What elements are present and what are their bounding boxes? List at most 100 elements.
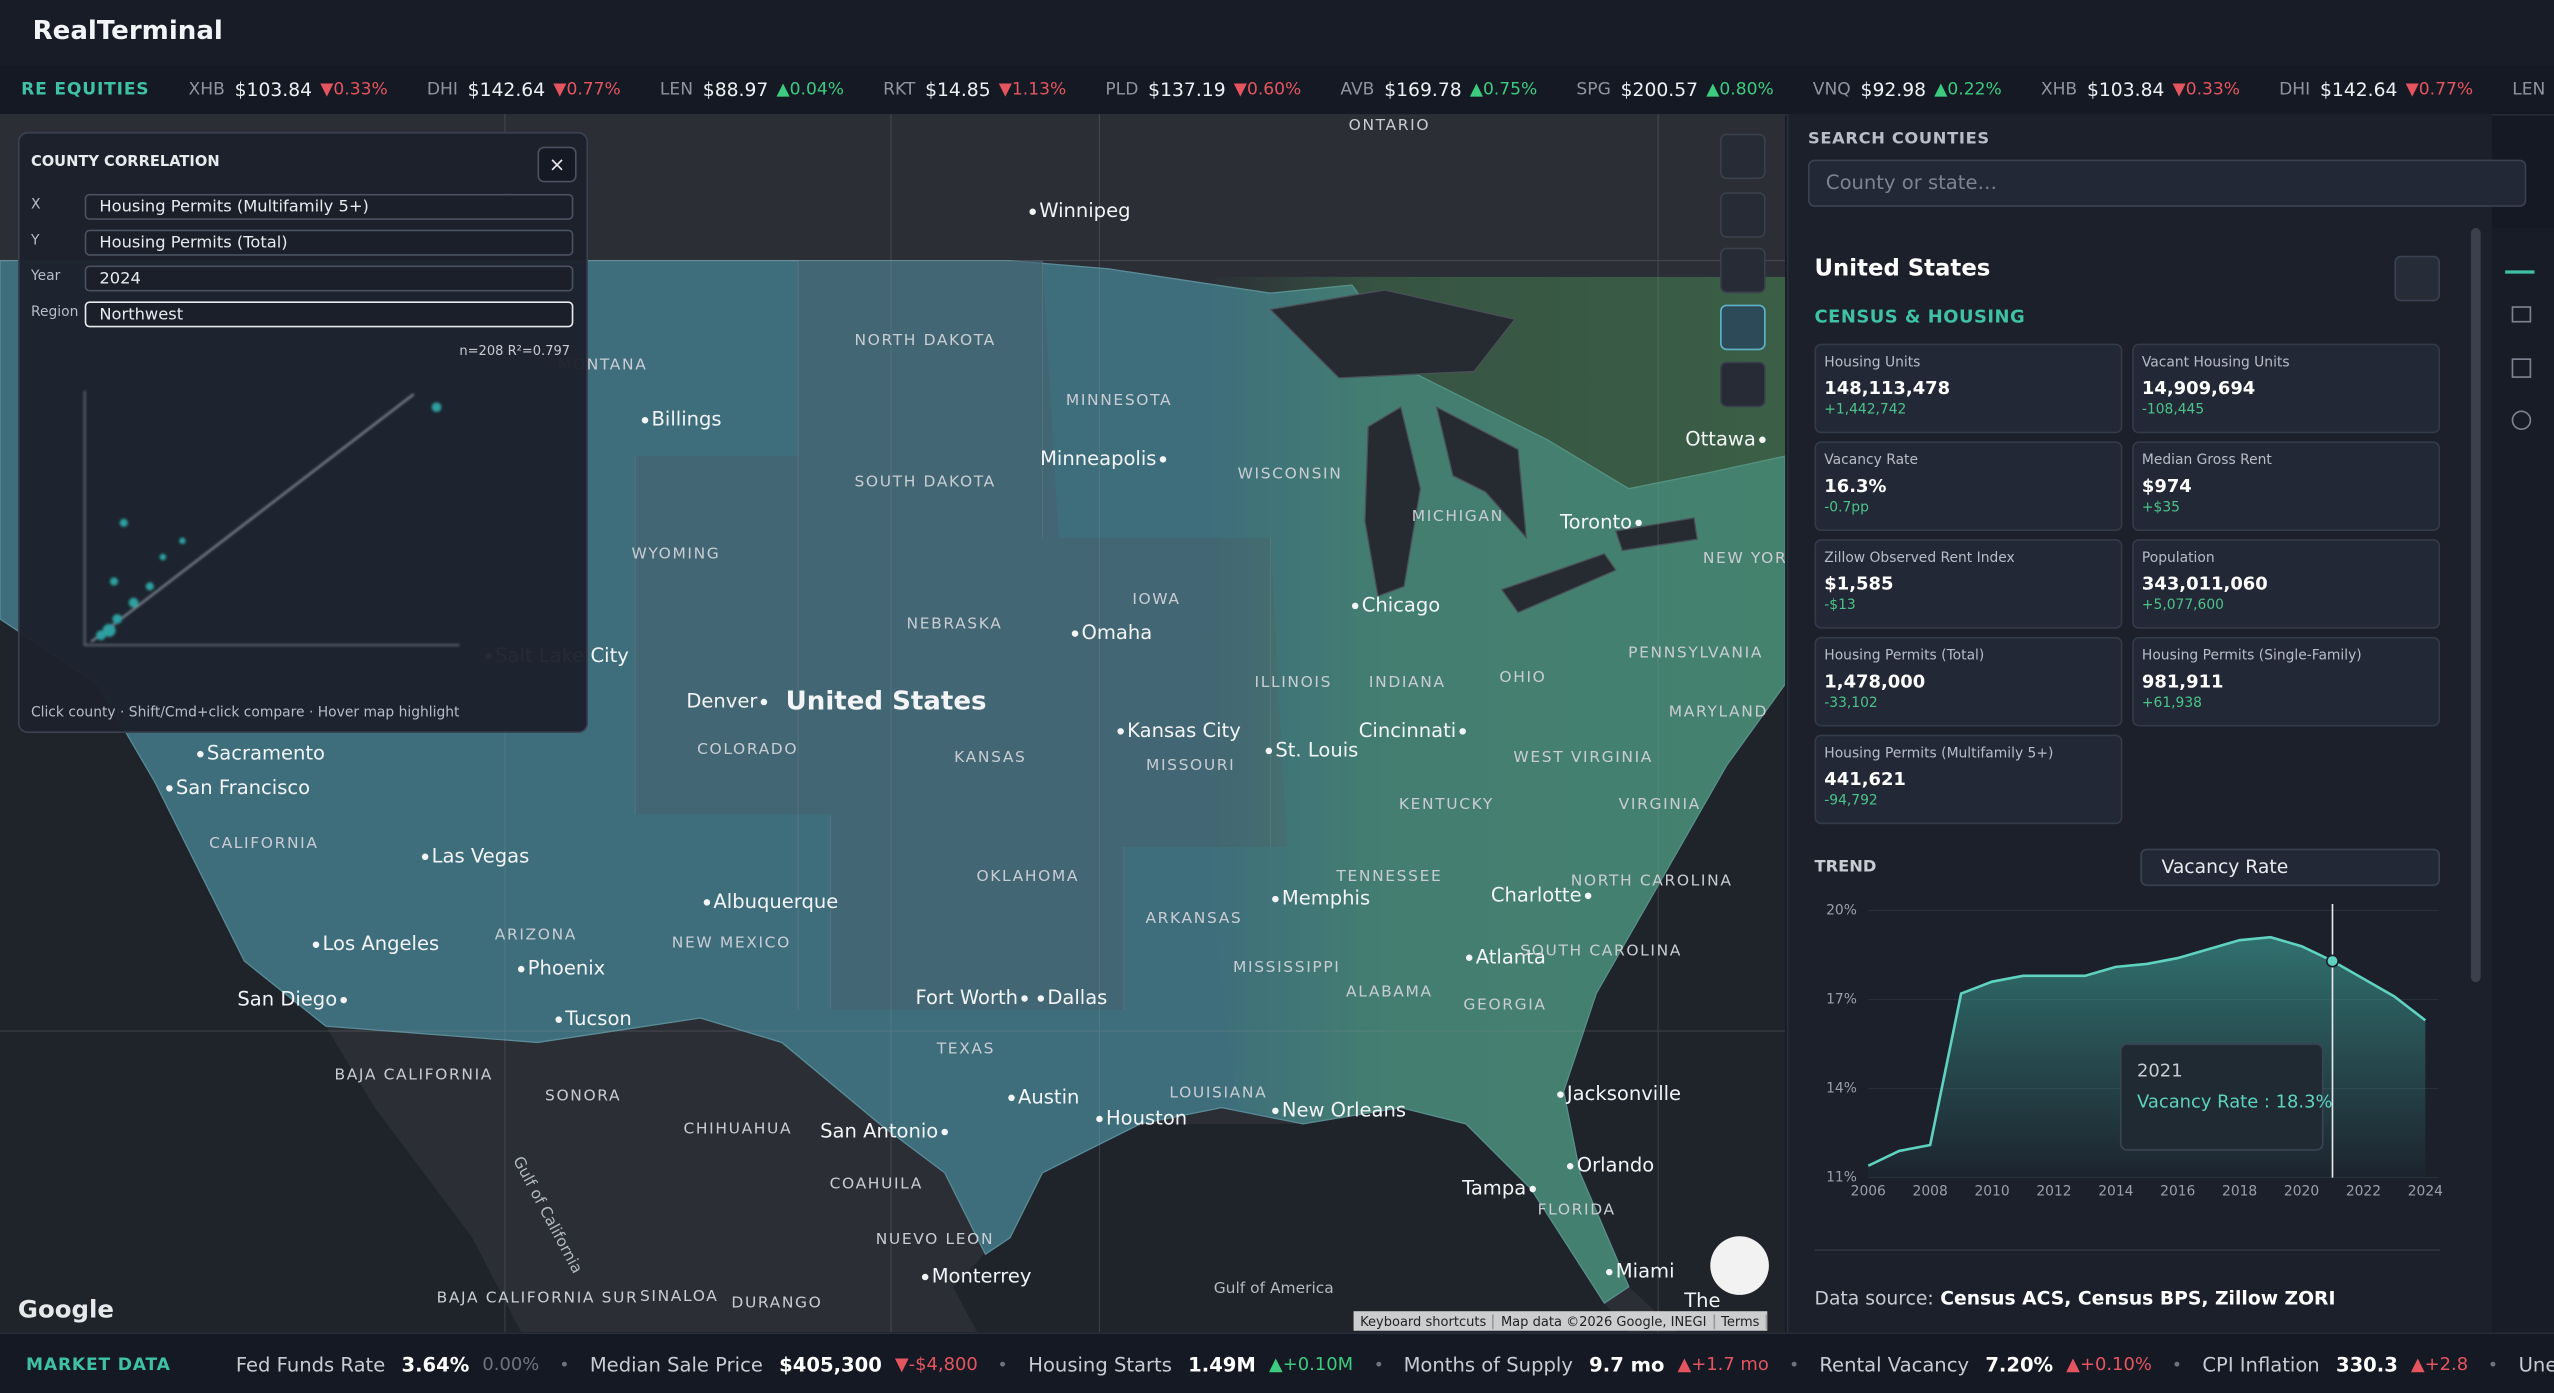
pacific	[0, 618, 522, 1333]
market-change: ▲+0.10%	[2066, 1353, 2152, 1375]
stat-card: Housing Permits (Multifamily 5+) 441,621 -…	[1814, 734, 2123, 825]
search-input[interactable]: County or state…	[1808, 159, 2527, 207]
attribution-item[interactable]: Keyboard shortcuts	[1354, 1313, 1495, 1329]
market-value: 330.3	[2335, 1352, 2398, 1376]
stat-value: $1,585	[1824, 573, 1894, 595]
state-label: MINNESOTA	[1066, 391, 1172, 409]
x-tick-label: 2014	[2098, 1184, 2133, 1200]
map-button[interactable]	[1720, 247, 1766, 294]
market-name: Housing Starts	[1028, 1352, 1172, 1376]
map-button[interactable]	[1720, 133, 1766, 180]
state-label: NUEVO LEON	[876, 1230, 995, 1248]
stat-value: 981,911	[2141, 671, 2224, 693]
rail-icon[interactable]	[2505, 241, 2535, 274]
change: ▼0.60%	[1233, 79, 1302, 100]
city-dot	[703, 899, 711, 906]
trend-select[interactable]: Vacancy Rate	[2140, 848, 2440, 887]
market-name: Unemployment	[2518, 1352, 2554, 1376]
stat-change: +61,938	[2141, 695, 2202, 712]
city-dot	[1351, 602, 1359, 610]
rail-icon[interactable]	[2511, 306, 2532, 323]
state-label: OKLAHOMA	[976, 867, 1079, 885]
field-select[interactable]: Housing Permits (Multifamily 5+)	[84, 193, 574, 220]
ticker-item: VNQ $92.98 ▲0.22%	[1813, 78, 2002, 101]
city-dot	[1557, 1091, 1564, 1098]
close-button[interactable]: ×	[537, 146, 577, 183]
panel-title: COUNTY CORRELATION	[30, 154, 220, 172]
stat-card: Housing Units 148,113,478 +1,442,742	[1814, 343, 2123, 434]
state-label: ARIZONA	[495, 925, 577, 943]
city-dot	[1008, 1094, 1015, 1102]
city-label: Albuquerque	[713, 890, 838, 913]
attribution-item[interactable]: Map data ©2026 Google, INEGI	[1494, 1313, 1715, 1329]
chart-map-button[interactable]	[1720, 361, 1766, 408]
data-source: Data source: Census ACS, Census BPS, Zil…	[1815, 1287, 2336, 1310]
symbol: XHB	[188, 79, 225, 100]
state-label: WISCONSIN	[1238, 464, 1343, 482]
google-logo: Google	[17, 1294, 114, 1325]
price: $169.78	[1384, 78, 1462, 101]
ticker-item: PLD $137.19 ▼0.60%	[1105, 78, 1301, 101]
stat-name: Housing Permits (Total)	[1824, 648, 1985, 665]
sidebar: SEARCH COUNTIES County or state… United …	[1786, 114, 2527, 1333]
stat-name: Housing Permits (Single-Family)	[2141, 648, 2362, 665]
city-dot	[1529, 1185, 1536, 1193]
market-label: MARKET DATA	[26, 1354, 171, 1374]
city-dot	[555, 1016, 562, 1023]
city-dot	[340, 996, 347, 1004]
stat-card: Housing Permits (Single-Family) 981,911 +6…	[2132, 636, 2440, 727]
ticker-label: RE EQUITIES	[21, 79, 150, 100]
ticker-item: XHB $103.84 ▼0.33%	[189, 78, 388, 101]
x-tick-label: 2020	[2284, 1184, 2319, 1200]
market-change: ▼-$4,800	[894, 1353, 978, 1375]
city-label: Tucson	[564, 1007, 632, 1030]
change: ▲0.75%	[1469, 79, 1538, 100]
ticker-item: LEN$88.97▲0.04%	[2512, 78, 2554, 101]
price: $88.97	[702, 78, 769, 101]
search-map-button[interactable]	[1720, 304, 1766, 351]
state-label: SONORA	[545, 1087, 621, 1105]
field-select[interactable]: Northwest	[84, 301, 574, 328]
city-dot	[197, 750, 204, 758]
map[interactable]: ONTARIO Winnipeg NORTH DAKOTA MINNESOTA MONT…	[0, 114, 1786, 1333]
state-label: WEST VIRGINIA	[1513, 748, 1653, 766]
market-value: $405,300	[779, 1352, 882, 1376]
icon-rail	[2492, 228, 2554, 1333]
market-change: ▲+2.8	[2410, 1353, 2469, 1375]
rail-icon[interactable]	[2511, 358, 2532, 378]
field-label: Year	[30, 268, 61, 286]
price: $200.57	[1620, 78, 1699, 101]
ticker-item: RKT $14.85 ▼1.13%	[883, 78, 1066, 101]
field-select[interactable]: Housing Permits (Total)	[84, 229, 574, 256]
tooltip-value: Vacancy Rate : 18.3%	[2137, 1092, 2333, 1113]
state-label: SOUTH CAROLINA	[1520, 942, 1682, 960]
attribution-item[interactable]: Terms	[1715, 1313, 1768, 1329]
map-button[interactable]	[1720, 192, 1766, 238]
symbol: DHI	[426, 79, 458, 100]
state-label: PENNSYLVANIA	[1628, 644, 1763, 662]
symbol: SPG	[1576, 79, 1611, 100]
state-label: SINALOA	[640, 1287, 719, 1305]
market-name: CPI Inflation	[2202, 1352, 2320, 1376]
y-tick-label: 14%	[1826, 1081, 1857, 1097]
stat-change: +$35	[2141, 500, 2180, 517]
market-value: 3.64%	[401, 1352, 470, 1376]
market-item: Fed Funds Rate 3.64% 0.00%	[236, 1352, 568, 1376]
stat-value: $974	[2141, 475, 2192, 497]
field-label: Y	[30, 232, 40, 250]
scatter	[83, 390, 460, 646]
expand-button[interactable]	[2394, 255, 2440, 302]
x-tick-label: 2008	[1913, 1184, 1948, 1200]
rail-icon[interactable]	[2511, 410, 2532, 431]
field-select[interactable]: 2024	[84, 265, 574, 292]
state-label: INDIANA	[1369, 673, 1446, 691]
state-label: MARYLAND	[1669, 702, 1768, 720]
city-dot	[1459, 728, 1466, 735]
scrollbar[interactable]	[2470, 228, 2481, 983]
fullscreen-button[interactable]	[1710, 1236, 1769, 1295]
stat-value: 441,621	[1824, 768, 1906, 790]
state-label: FLORIDA	[1538, 1201, 1616, 1219]
state-label: ILLINOIS	[1255, 673, 1333, 691]
ticker-item: LEN$88.97▲0.04%	[660, 78, 844, 101]
